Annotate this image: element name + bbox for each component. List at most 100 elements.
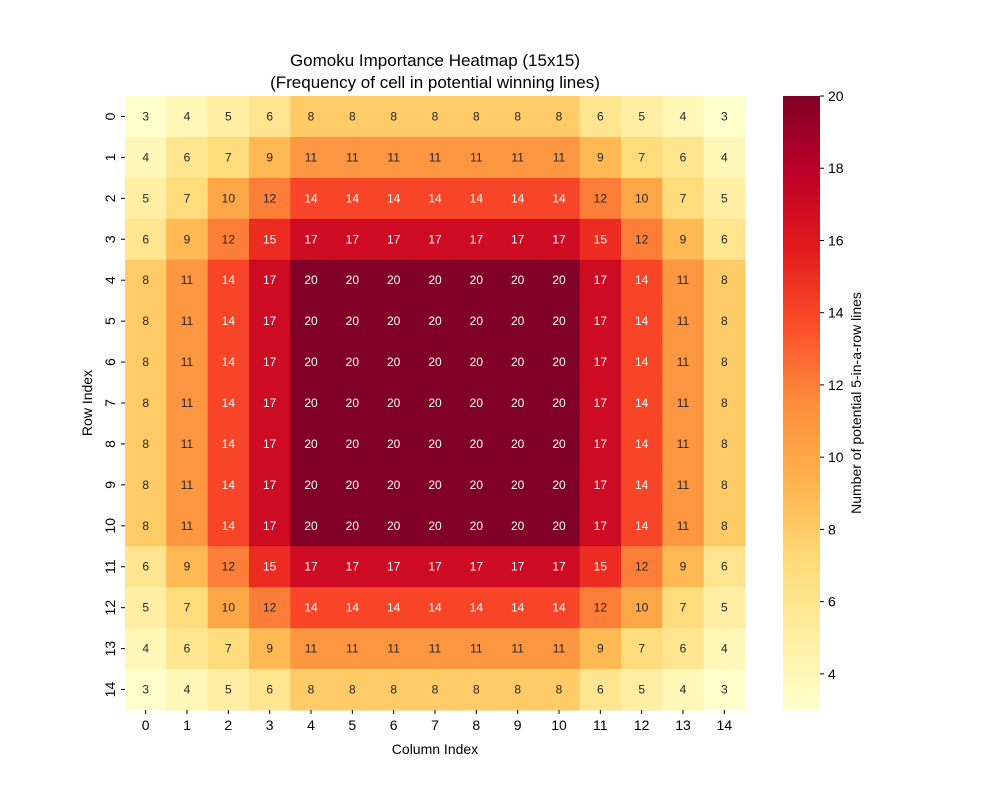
cell-label: 11 — [553, 642, 566, 656]
heatmap-cell — [621, 669, 663, 711]
heatmap-cell — [373, 505, 415, 547]
heatmap-cell — [249, 464, 291, 506]
heatmap-cell — [662, 669, 705, 711]
heatmap-cell — [207, 505, 250, 547]
heatmap-cell — [290, 96, 333, 138]
heatmap-cell — [290, 546, 333, 588]
cell-label: 11 — [387, 642, 400, 656]
heatmap-cell — [621, 341, 663, 384]
colorbar-tick-label: 12 — [828, 377, 844, 393]
heatmap-cell — [579, 382, 622, 424]
cell-label: 20 — [470, 396, 484, 410]
cell-label: 5 — [721, 601, 728, 615]
x-tick-label: 8 — [472, 717, 480, 733]
heatmap-cell — [455, 505, 498, 547]
y-tick-label: 10 — [102, 518, 118, 534]
cell-label: 11 — [305, 150, 318, 164]
y-tick-label: 5 — [102, 317, 118, 325]
cell-label: 14 — [635, 478, 649, 492]
y-tick-label: 6 — [102, 358, 118, 366]
cell-label: 20 — [346, 519, 360, 533]
heatmap-cell — [703, 628, 746, 670]
heatmap-cell — [579, 259, 622, 302]
heatmap-cell — [166, 259, 209, 302]
cell-label: 6 — [597, 683, 604, 697]
heatmap-cell — [703, 587, 746, 629]
cell-label: 4 — [184, 109, 191, 123]
heatmap-cell — [703, 136, 746, 179]
cell-label: 9 — [184, 232, 191, 246]
heatmap-cell — [249, 587, 291, 629]
cell-label: 20 — [428, 273, 442, 287]
cell-label: 12 — [594, 191, 608, 205]
heatmap-cell — [662, 218, 705, 261]
heatmap-cell — [579, 177, 622, 220]
cell-label: 17 — [594, 478, 608, 492]
heatmap-cell — [538, 300, 581, 343]
cell-label: 14 — [428, 191, 442, 205]
heatmap-cell — [331, 628, 374, 670]
cell-label: 20 — [428, 355, 442, 369]
heatmap-cell — [662, 177, 705, 220]
cell-label: 17 — [263, 478, 277, 492]
heatmap-cell — [621, 382, 663, 424]
heatmap-cell — [497, 218, 539, 261]
cell-label: 11 — [181, 396, 194, 410]
heatmap-cell — [414, 587, 457, 629]
cell-label: 11 — [677, 437, 690, 451]
colorbar-tick-label: 20 — [828, 88, 844, 104]
heatmap-cell — [207, 464, 250, 506]
y-tick-label: 13 — [102, 641, 118, 657]
heatmap-cell — [249, 300, 291, 343]
cell-label: 6 — [680, 642, 687, 656]
colorbar-ticks: 4 6 8 10 12 14 16 18 20 — [820, 88, 844, 682]
cell-label: 12 — [222, 232, 236, 246]
cell-label: 17 — [387, 560, 401, 574]
heatmap-cell — [662, 464, 705, 506]
cell-label: 8 — [142, 437, 149, 451]
cell-label: 17 — [428, 560, 442, 574]
cell-label: 12 — [635, 560, 649, 574]
x-tick-label: 3 — [266, 717, 274, 733]
heatmap-cell — [125, 341, 167, 384]
heatmap-cell — [331, 177, 374, 220]
heatmap-cell — [166, 96, 209, 138]
cell-label: 15 — [263, 560, 277, 574]
heatmap-cell — [125, 96, 167, 138]
cell-label: 17 — [263, 355, 277, 369]
heatmap-cell — [497, 628, 539, 670]
heatmap-cell — [538, 628, 581, 670]
heatmap-cell — [125, 464, 167, 506]
heatmap-cell — [538, 136, 581, 179]
cell-label: 14 — [222, 273, 236, 287]
cell-label: 14 — [346, 191, 360, 205]
heatmap-cell — [579, 96, 622, 138]
heatmap-cell — [373, 136, 415, 179]
cell-label: 14 — [635, 355, 649, 369]
cell-label: 5 — [638, 683, 645, 697]
colorbar — [783, 96, 820, 710]
cell-label: 17 — [511, 232, 525, 246]
cell-label: 17 — [594, 273, 608, 287]
heatmap-cell — [125, 300, 167, 343]
cell-label: 11 — [181, 355, 194, 369]
heatmap-cell — [662, 341, 705, 384]
cell-label: 14 — [346, 601, 360, 615]
cell-label: 14 — [222, 355, 236, 369]
heatmap-cell — [249, 546, 291, 588]
cell-label: 7 — [184, 601, 191, 615]
cell-label: 11 — [305, 642, 318, 656]
heatmap-cell — [249, 96, 291, 138]
heatmap-cell — [290, 177, 333, 220]
heatmap-cell — [538, 587, 581, 629]
cell-label: 10 — [222, 191, 236, 205]
cell-label: 14 — [304, 191, 318, 205]
heatmap-cell — [414, 300, 457, 343]
heatmap-cell — [207, 382, 250, 424]
heatmap-cell — [207, 177, 250, 220]
cell-label: 8 — [142, 355, 149, 369]
heatmap-cell — [125, 136, 167, 179]
y-tick-label: 2 — [102, 194, 118, 202]
cell-label: 9 — [266, 150, 273, 164]
cell-label: 4 — [680, 109, 687, 123]
